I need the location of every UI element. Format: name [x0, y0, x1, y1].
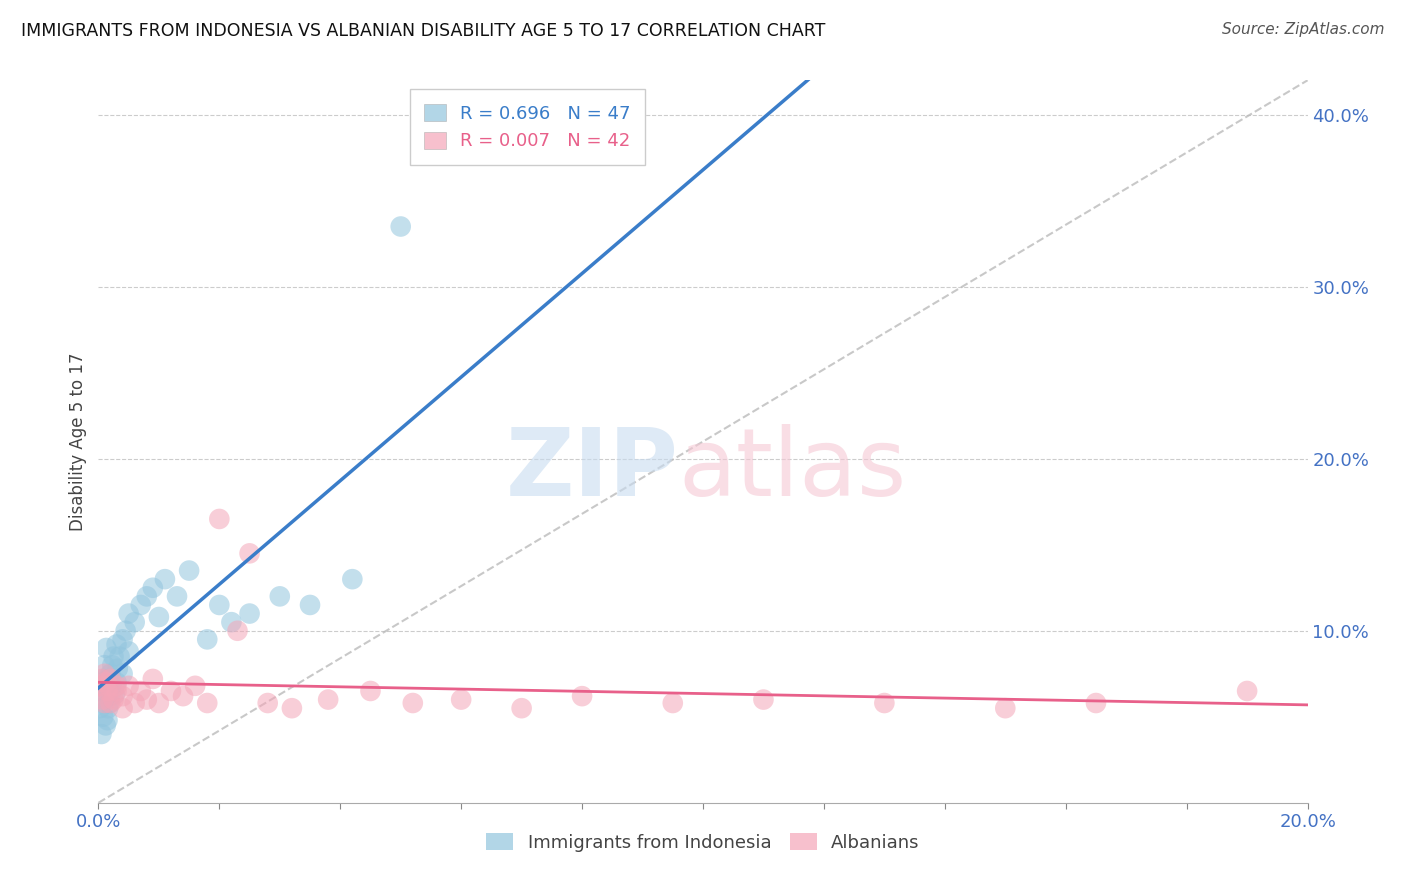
Point	[93, 696, 115, 710]
Point	[172, 689, 194, 703]
Point	[94, 718, 117, 732]
Point	[256, 696, 278, 710]
Point	[93, 692, 115, 706]
Point	[93, 672, 115, 686]
Point	[153, 572, 176, 586]
Point	[299, 598, 322, 612]
Point	[105, 638, 128, 652]
Point	[91, 679, 114, 693]
Point	[114, 624, 136, 638]
Point	[226, 624, 249, 638]
Y-axis label: Disability Age 5 to 17: Disability Age 5 to 17	[69, 352, 87, 531]
Point	[208, 512, 231, 526]
Point	[135, 692, 157, 706]
Point	[93, 658, 115, 673]
Point	[94, 675, 117, 690]
Point	[195, 632, 218, 647]
Point	[208, 598, 231, 612]
Text: Source: ZipAtlas.com: Source: ZipAtlas.com	[1222, 22, 1385, 37]
Point	[89, 701, 111, 715]
Point	[108, 649, 131, 664]
Text: ZIP: ZIP	[506, 425, 679, 516]
Point	[752, 692, 775, 706]
Point	[510, 701, 533, 715]
Point	[221, 615, 243, 630]
Point	[316, 692, 339, 706]
Point	[111, 632, 134, 647]
Point	[100, 672, 122, 686]
Point	[118, 607, 141, 621]
Point	[97, 679, 120, 693]
Point	[97, 672, 120, 686]
Text: IMMIGRANTS FROM INDONESIA VS ALBANIAN DISABILITY AGE 5 TO 17 CORRELATION CHART: IMMIGRANTS FROM INDONESIA VS ALBANIAN DI…	[21, 22, 825, 40]
Point	[93, 666, 115, 681]
Point	[239, 607, 262, 621]
Point	[281, 701, 304, 715]
Point	[91, 692, 114, 706]
Point	[402, 696, 425, 710]
Point	[148, 610, 170, 624]
Point	[129, 684, 152, 698]
Point	[89, 684, 111, 698]
Point	[195, 696, 218, 710]
Point	[118, 679, 141, 693]
Point	[111, 701, 134, 715]
Point	[124, 615, 146, 630]
Point	[571, 689, 593, 703]
Point	[101, 658, 124, 673]
Point	[96, 640, 118, 655]
Point	[98, 696, 121, 710]
Point	[103, 692, 125, 706]
Point	[129, 598, 152, 612]
Point	[166, 590, 188, 604]
Point	[135, 590, 157, 604]
Point	[1085, 696, 1108, 710]
Point	[179, 564, 201, 578]
Point	[389, 219, 412, 234]
Point	[91, 710, 114, 724]
Point	[160, 684, 183, 698]
Point	[873, 696, 896, 710]
Point	[111, 666, 134, 681]
Point	[96, 713, 118, 727]
Point	[1236, 684, 1258, 698]
Point	[148, 696, 170, 710]
Point	[96, 684, 118, 698]
Point	[360, 684, 382, 698]
Point	[90, 672, 112, 686]
Point	[105, 679, 128, 693]
Legend: Immigrants from Indonesia, Albanians: Immigrants from Indonesia, Albanians	[479, 826, 927, 859]
Point	[239, 546, 262, 560]
Point	[105, 675, 128, 690]
Point	[342, 572, 364, 586]
Point	[100, 679, 122, 693]
Point	[90, 675, 112, 690]
Point	[97, 701, 120, 715]
Point	[103, 649, 125, 664]
Point	[269, 590, 291, 604]
Point	[661, 696, 683, 710]
Point	[184, 679, 207, 693]
Point	[100, 666, 122, 681]
Point	[100, 689, 122, 703]
Point	[118, 644, 141, 658]
Point	[142, 581, 165, 595]
Point	[107, 662, 129, 676]
Point	[96, 684, 118, 698]
Point	[100, 696, 122, 710]
Point	[450, 692, 472, 706]
Text: atlas: atlas	[679, 425, 907, 516]
Point	[89, 679, 111, 693]
Point	[104, 687, 127, 701]
Point	[111, 689, 134, 703]
Point	[124, 696, 146, 710]
Point	[90, 727, 112, 741]
Point	[994, 701, 1017, 715]
Point	[105, 684, 128, 698]
Point	[142, 672, 165, 686]
